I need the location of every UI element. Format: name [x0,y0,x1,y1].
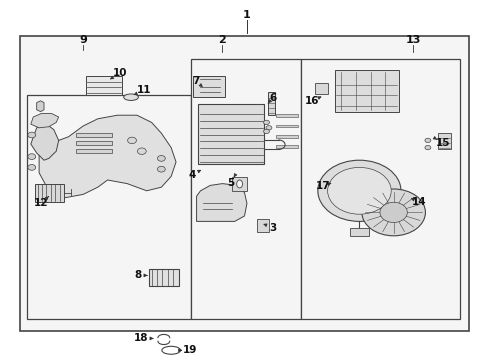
Polygon shape [31,124,59,160]
Bar [76,133,112,137]
Circle shape [28,165,36,170]
Circle shape [424,145,430,150]
Bar [315,83,327,94]
Circle shape [424,138,430,143]
Polygon shape [31,113,59,128]
Text: 2: 2 [218,35,226,45]
Bar [85,76,122,95]
Ellipse shape [123,94,138,100]
Circle shape [28,132,36,138]
Text: 19: 19 [182,345,197,355]
Bar [437,133,450,149]
Circle shape [157,166,165,172]
Circle shape [265,126,271,130]
Bar [334,70,398,112]
Bar [276,125,298,127]
Polygon shape [37,101,44,112]
Text: 1: 1 [243,10,250,20]
Circle shape [361,189,425,236]
Circle shape [125,95,131,99]
Text: 3: 3 [269,222,276,233]
Bar [20,36,468,331]
Circle shape [157,156,165,161]
Text: 16: 16 [304,96,319,106]
Bar [149,269,179,286]
Bar [232,177,246,191]
Bar [276,145,298,148]
Circle shape [263,129,269,134]
Bar [27,95,190,319]
Bar [35,184,63,202]
Bar [193,76,224,97]
Circle shape [317,160,400,221]
Text: 10: 10 [112,68,127,78]
Text: 17: 17 [315,181,329,192]
Bar [256,219,268,232]
Circle shape [379,202,407,222]
Bar [349,228,368,236]
Bar [198,104,264,164]
Text: 12: 12 [33,198,48,208]
Text: 18: 18 [133,333,148,343]
Text: 5: 5 [227,177,234,188]
Text: 4: 4 [187,170,195,180]
Polygon shape [39,115,176,198]
Bar [300,59,459,319]
Text: 11: 11 [137,85,151,95]
Text: 14: 14 [411,197,426,207]
Bar [76,141,112,145]
Text: 13: 13 [405,35,420,45]
Circle shape [127,137,136,144]
Text: 8: 8 [134,270,141,280]
Bar [76,149,112,153]
Circle shape [327,167,390,214]
Bar [190,59,300,319]
Bar [276,135,298,138]
Circle shape [28,154,36,159]
Circle shape [131,95,137,99]
Bar [276,114,298,117]
Text: 9: 9 [79,35,87,45]
Text: 6: 6 [269,93,276,103]
Ellipse shape [236,180,242,188]
Text: 15: 15 [435,138,449,148]
Polygon shape [196,184,246,221]
Circle shape [137,148,146,154]
Circle shape [263,120,269,125]
Text: 7: 7 [191,76,199,86]
Bar [267,92,275,115]
